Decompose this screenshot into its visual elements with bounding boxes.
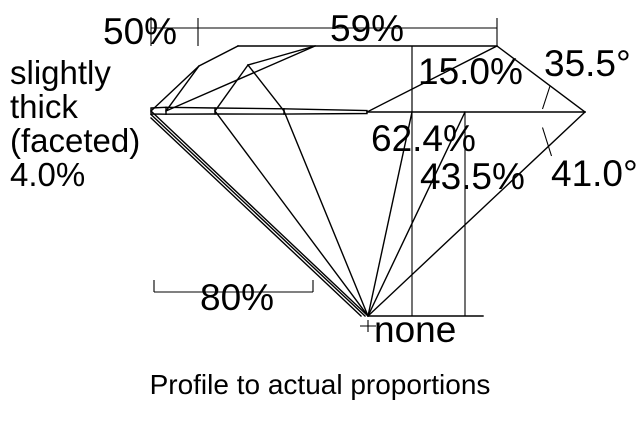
- svg-text:none: none: [374, 309, 456, 350]
- svg-text:80%: 80%: [200, 277, 274, 318]
- svg-text:41.0°: 41.0°: [551, 153, 638, 194]
- svg-text:59%: 59%: [330, 8, 404, 49]
- svg-text:50%: 50%: [103, 11, 177, 52]
- svg-text:thick: thick: [10, 88, 78, 125]
- svg-text:(faceted): (faceted): [10, 122, 140, 159]
- svg-text:4.0%: 4.0%: [10, 156, 85, 193]
- svg-text:35.5°: 35.5°: [544, 43, 631, 84]
- svg-text:62.4%: 62.4%: [371, 118, 476, 159]
- svg-text:43.5%: 43.5%: [420, 156, 525, 197]
- svg-text:slightly: slightly: [10, 54, 111, 91]
- svg-text:15.0%: 15.0%: [418, 51, 523, 92]
- svg-text:Profile to actual proportions: Profile to actual proportions: [150, 369, 491, 400]
